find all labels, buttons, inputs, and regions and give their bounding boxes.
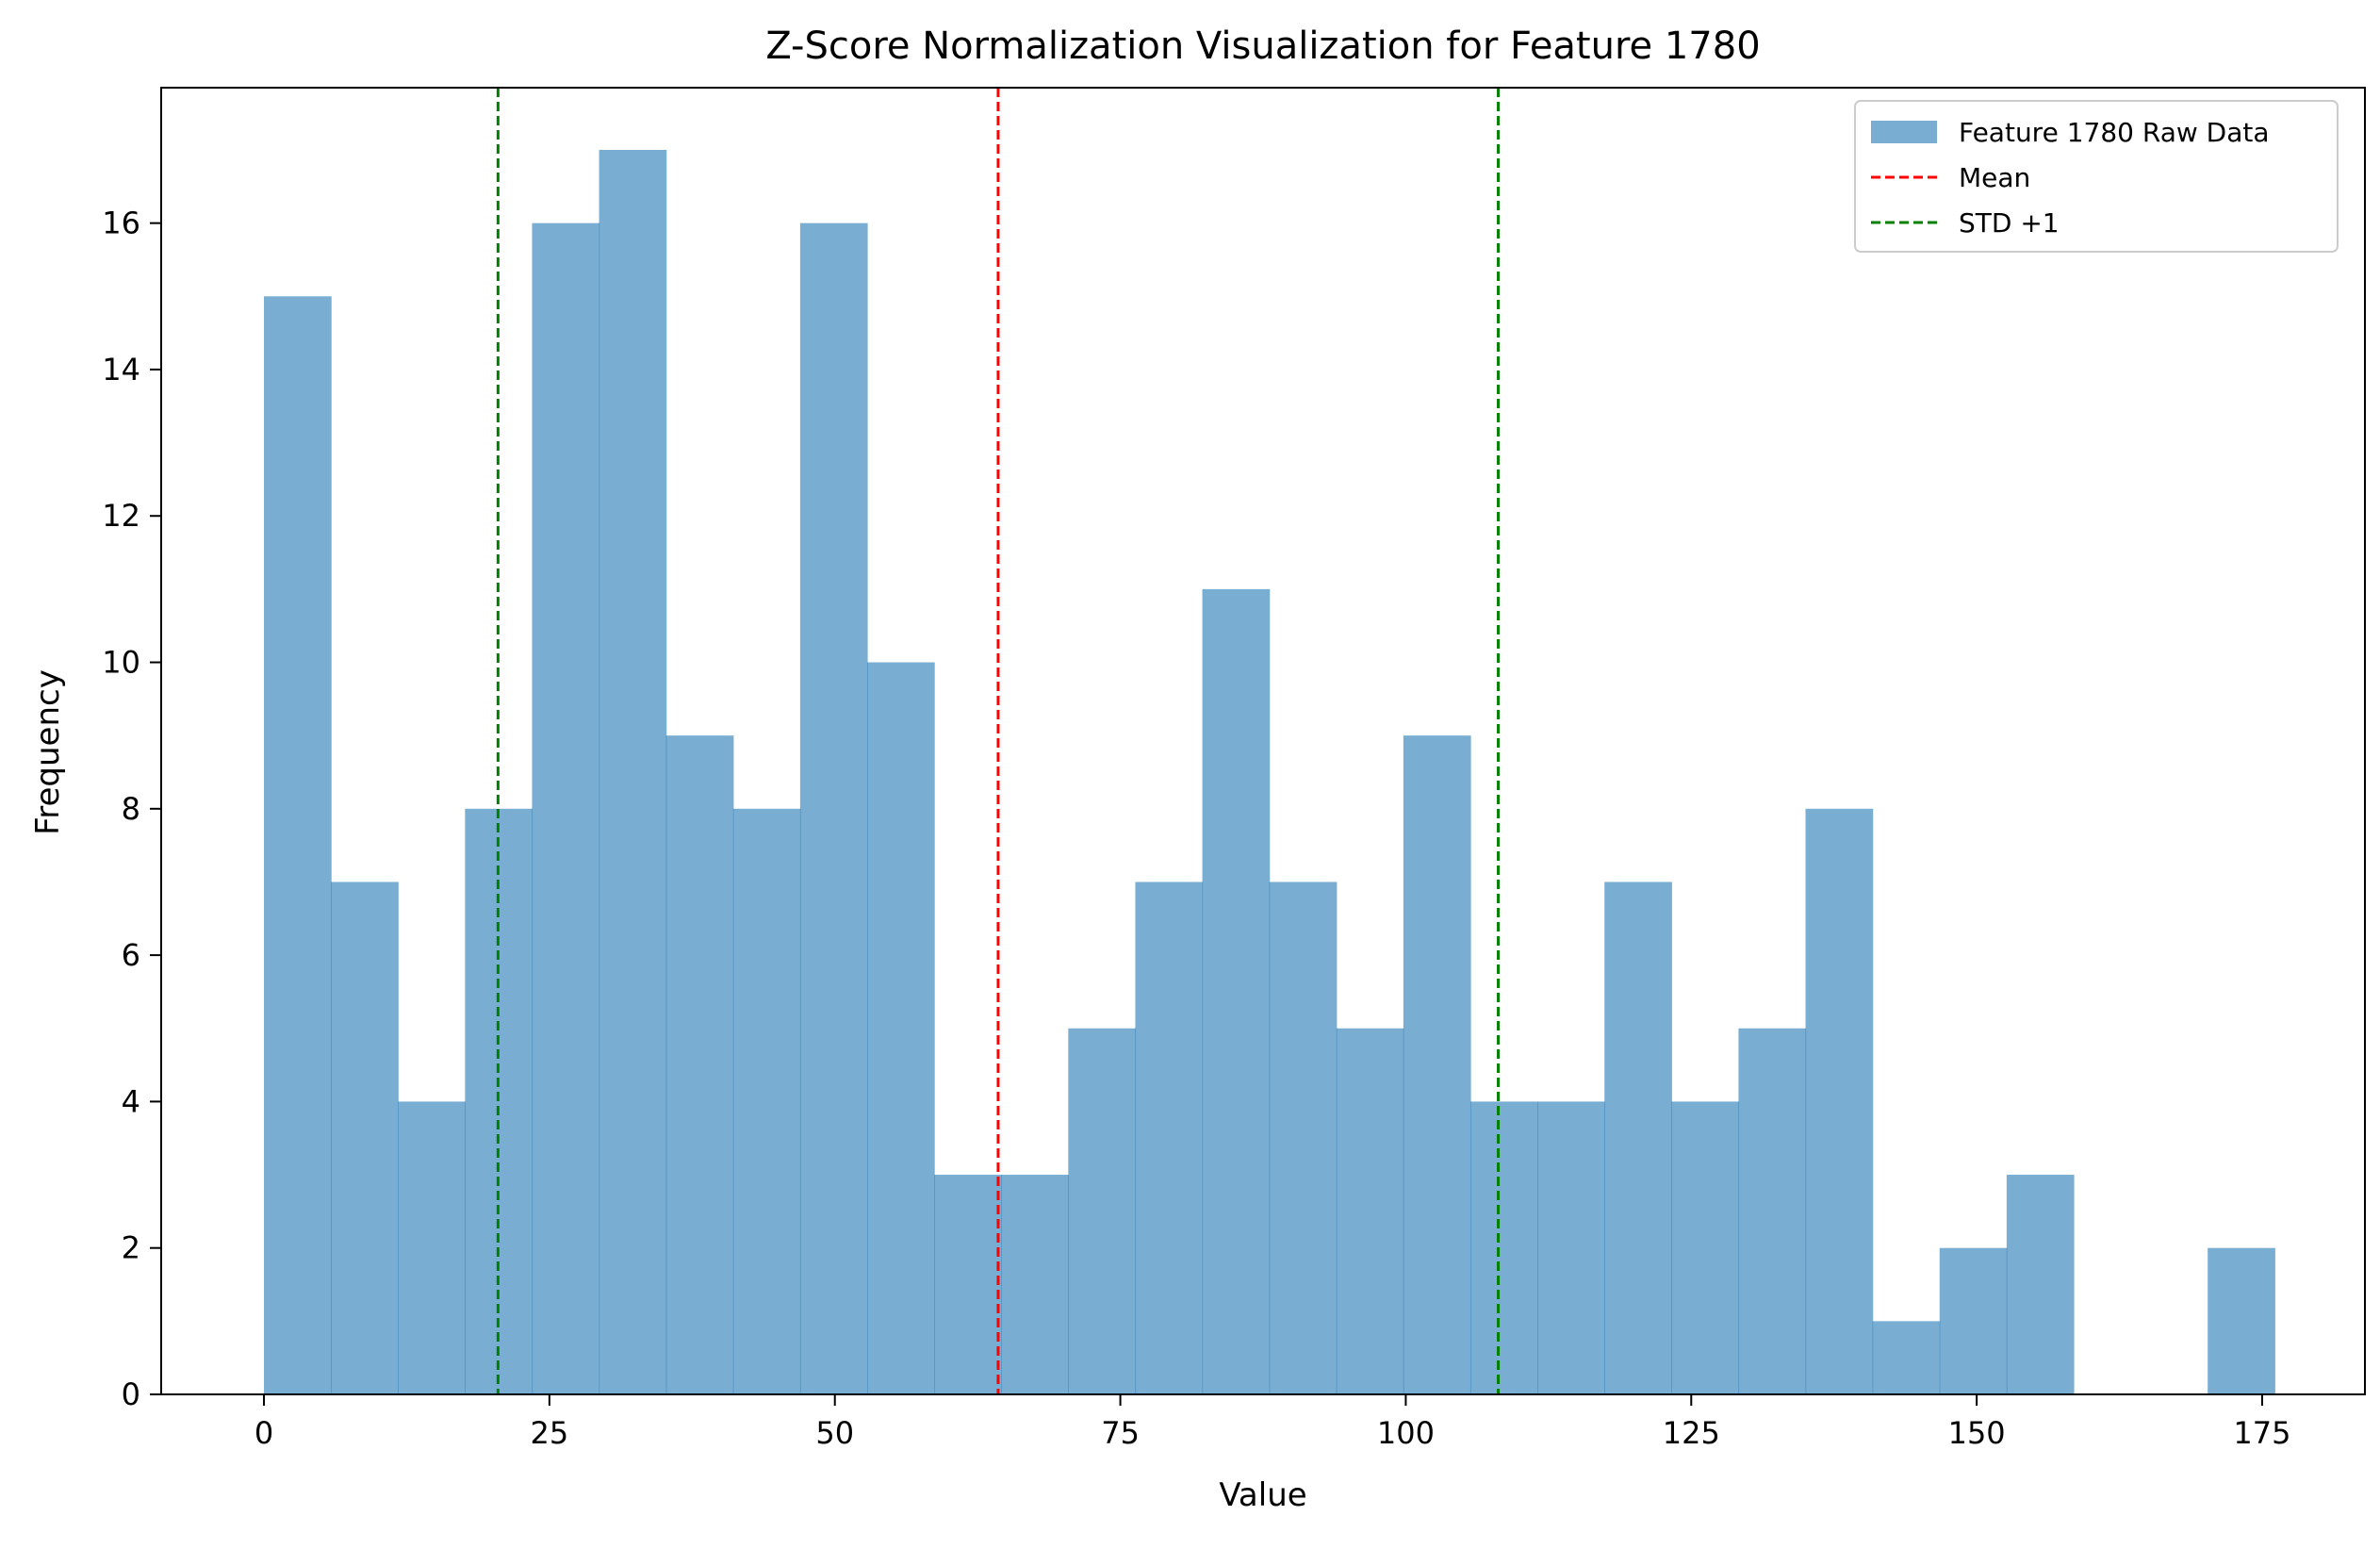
y-tick-label: 14 (102, 352, 140, 387)
legend-entries: Feature 1780 Raw Data Mean STD +1 (1871, 117, 2270, 239)
y-axis-label: Frequency (29, 669, 67, 835)
y-tick-label: 16 (102, 206, 140, 241)
x-tick-label: 0 (254, 1415, 273, 1451)
x-tick-label: 75 (1101, 1415, 1140, 1451)
legend-box (1854, 100, 2339, 253)
x-tick-label: 125 (1663, 1415, 1720, 1451)
reference-lines (496, 88, 1501, 1394)
histogram-bar (1805, 808, 1874, 1394)
x-tick-label: 25 (531, 1415, 569, 1451)
histogram-bar (665, 735, 734, 1394)
histogram-bar (1872, 1321, 1941, 1394)
y-tick-label: 4 (122, 1083, 140, 1119)
legend-label: STD +1 (1959, 207, 2060, 239)
histogram-bar (1336, 1028, 1404, 1394)
histogram-bar (2006, 1175, 2075, 1394)
histogram-bar (264, 296, 332, 1394)
y-tick-label: 10 (102, 645, 140, 681)
plot-area-frame (160, 87, 2366, 1395)
histogram-bar (398, 1101, 466, 1394)
chart-title: Z-Score Normalization Visualization for … (765, 25, 1760, 68)
legend-label: Mean (1959, 162, 2030, 193)
x-tick-label: 100 (1377, 1415, 1435, 1451)
histogram-bar (1604, 882, 1672, 1394)
legend: Feature 1780 Raw Data Mean STD +1 (1854, 100, 2339, 253)
histogram-bar (934, 1175, 1002, 1394)
histogram-bar (1939, 1247, 2008, 1394)
legend-swatch (1871, 121, 1937, 143)
x-tick-label: 150 (1948, 1415, 2006, 1451)
x-tick-label: 175 (2233, 1415, 2290, 1451)
histogram-bar (1068, 1028, 1137, 1394)
histogram-bar (1537, 1101, 1605, 1394)
histogram-bar (867, 662, 935, 1394)
histogram-bar (1001, 1175, 1069, 1394)
y-tick-label: 8 (122, 791, 140, 827)
y-tick-label: 12 (102, 498, 140, 534)
histogram-bar (532, 222, 600, 1394)
histogram-bar (599, 150, 667, 1394)
histogram-bar (2208, 1247, 2275, 1394)
histogram-bar (1671, 1101, 1740, 1394)
x-axis-label: Value (1219, 1476, 1306, 1514)
x-tick-label: 50 (815, 1415, 854, 1451)
histogram-bar (1135, 882, 1204, 1394)
histogram-bar (799, 222, 868, 1394)
histogram-bar (1738, 1028, 1807, 1394)
y-tick-label: 2 (122, 1230, 140, 1266)
histogram-bar (1202, 588, 1271, 1394)
histogram-bar (732, 808, 801, 1394)
axis-ticks: 0 25 50 75 100 125 150 175 0 2 4 6 8 10 12 14 16 (102, 206, 2290, 1451)
histogram-bar (331, 882, 399, 1394)
histogram-bar (1403, 735, 1471, 1394)
histogram-bar (1469, 1101, 1538, 1394)
histogram-bar (1269, 882, 1338, 1394)
y-tick-label: 6 (122, 937, 140, 973)
y-tick-label: 0 (122, 1376, 140, 1412)
legend-label: Feature 1780 Raw Data (1959, 117, 2270, 148)
